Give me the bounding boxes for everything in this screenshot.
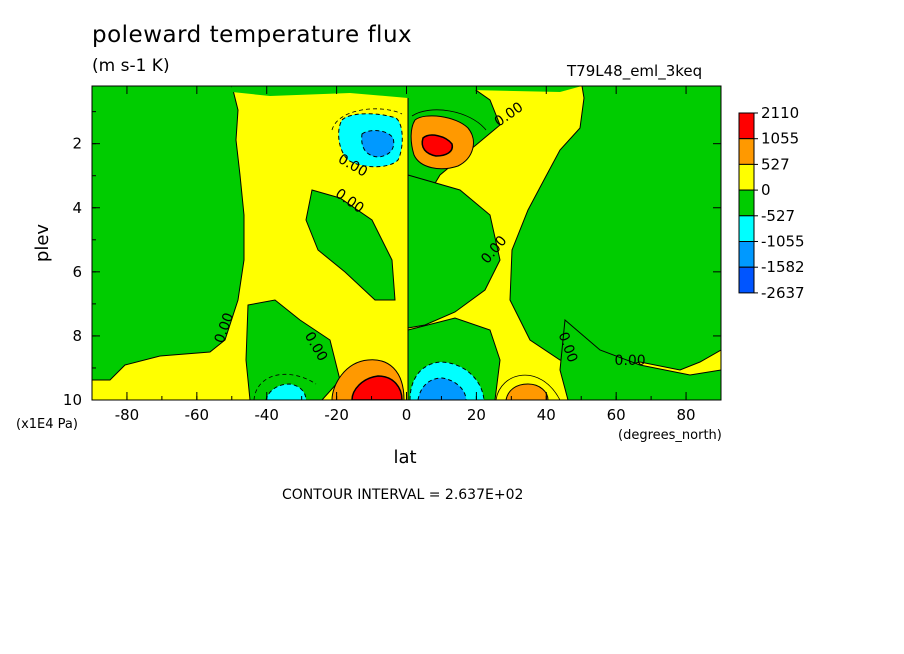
region-negative-central-lower: [407, 174, 501, 329]
colorbar-swatch: [738, 112, 755, 140]
colorbar-label: 1055: [761, 130, 799, 148]
colorbar-label: 527: [761, 155, 790, 173]
cell-negative-upper-south-2: [361, 130, 395, 158]
x-tick-label: 20: [467, 406, 486, 424]
cell-positive-lower-south-2: [351, 375, 403, 400]
y-tick-label: 10: [63, 391, 82, 409]
contour-label: 0.00: [615, 353, 646, 369]
colorbar: 2110 1055 527 0 -527 -1055 -1582 -2637: [738, 104, 805, 302]
x-axis-units: (degrees_north): [618, 428, 722, 443]
colorbar-swatch: [738, 189, 755, 217]
x-tick-label: -60: [185, 406, 210, 424]
x-tick-label: 60: [607, 406, 626, 424]
colorbar-swatch: [738, 266, 755, 294]
cell-negative-lower-north-2: [417, 377, 467, 400]
y-tick-label: 6: [72, 263, 82, 281]
x-tick-label: 40: [537, 406, 556, 424]
region-negative-southern-high-lat: [92, 86, 245, 381]
contour-plot-area: [92, 86, 721, 400]
y-axis-label: plev: [32, 224, 53, 263]
x-tick-label: -80: [115, 406, 140, 424]
cell-positive-lower-north-mid: [505, 383, 549, 400]
colorbar-label: -527: [761, 207, 795, 225]
dataset-label: T79L48_eml_3keq: [567, 62, 703, 80]
contour-line-lower-north: [495, 374, 561, 400]
x-tick-label: -40: [254, 406, 279, 424]
y-tick-label: 4: [72, 199, 82, 217]
colorbar-label: 2110: [761, 104, 799, 122]
x-axis-label: lat: [393, 447, 416, 468]
x-tick-label: -20: [324, 406, 349, 424]
colorbar-swatch: [738, 163, 755, 191]
y-axis-units: (x1E4 Pa): [16, 417, 78, 432]
colorbar-label: -1582: [761, 258, 805, 276]
y-tick-label: 2: [72, 135, 82, 153]
region-negative-southern-mid: [305, 189, 396, 301]
colorbar-swatch: [738, 215, 755, 243]
cell-positive-upper-north-2: [421, 134, 454, 157]
contour-line-lower-south: [253, 373, 317, 400]
region-negative-northern-high-lat: [509, 86, 721, 373]
colorbar-label: -1055: [761, 233, 805, 251]
chart-units: (m s-1 K): [92, 56, 170, 76]
x-tick-label: 0: [402, 406, 412, 424]
colorbar-swatch: [738, 138, 755, 165]
region-negative-northern-lower: [559, 318, 721, 400]
contour-line-upper-north: [411, 109, 487, 131]
colorbar-swatch: [738, 241, 755, 268]
x-tick-label: 80: [677, 406, 696, 424]
colorbar-label: -2637: [761, 284, 805, 302]
y-tick-label: 8: [72, 327, 82, 345]
contour-line-upper-south: [331, 108, 403, 131]
colorbar-label: 0: [761, 181, 771, 199]
chart-title: poleward temperature flux: [92, 22, 413, 48]
contour-interval: CONTOUR INTERVAL = 2.637E+02: [282, 487, 524, 503]
cell-negative-lower-south-mid: [265, 383, 307, 400]
